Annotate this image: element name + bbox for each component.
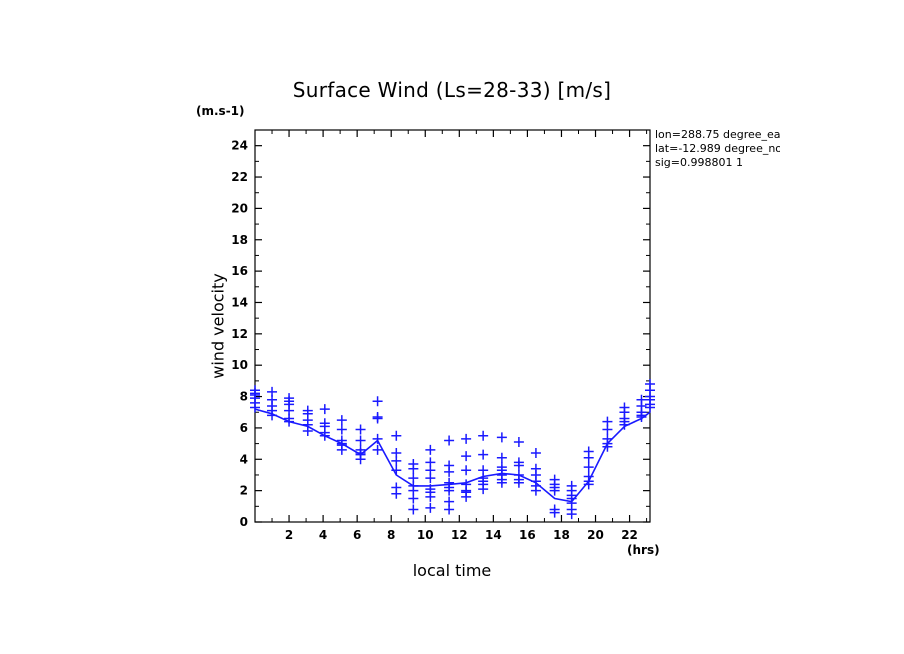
y-tick-label: 14 bbox=[231, 295, 248, 309]
data-point bbox=[566, 509, 577, 520]
y-tick-label: 0 bbox=[240, 515, 248, 529]
data-point bbox=[549, 507, 560, 518]
data-point bbox=[408, 493, 419, 504]
data-point bbox=[336, 424, 347, 435]
data-point bbox=[425, 491, 436, 502]
data-point bbox=[530, 485, 541, 496]
mean-wind-line bbox=[254, 408, 651, 503]
data-point bbox=[549, 485, 560, 496]
data-point bbox=[372, 444, 383, 455]
info-lon: lon=288.75 degree_east bbox=[655, 128, 780, 141]
data-point bbox=[444, 504, 455, 515]
data-point bbox=[583, 462, 594, 473]
data-point bbox=[496, 452, 507, 463]
data-point bbox=[391, 455, 402, 466]
data-point bbox=[302, 426, 313, 437]
data-point bbox=[645, 402, 655, 413]
data-point bbox=[408, 504, 419, 515]
data-point bbox=[355, 454, 366, 465]
data-point bbox=[461, 465, 472, 476]
x-tick-label: 14 bbox=[485, 528, 502, 542]
data-point bbox=[250, 402, 260, 413]
data-point bbox=[372, 396, 383, 407]
x-tick-label: 16 bbox=[519, 528, 536, 542]
data-point bbox=[496, 477, 507, 488]
data-point bbox=[583, 452, 594, 463]
data-point bbox=[284, 416, 295, 427]
x-tick-label: 20 bbox=[587, 528, 604, 542]
data-point bbox=[461, 433, 472, 444]
x-tick-label: 10 bbox=[417, 528, 434, 542]
plot-frame bbox=[254, 129, 651, 523]
x-tick-label: 4 bbox=[319, 528, 327, 542]
y-tick-label: 12 bbox=[231, 327, 248, 341]
data-point bbox=[408, 463, 419, 474]
data-point bbox=[478, 430, 489, 441]
x-tick-label: 2 bbox=[285, 528, 293, 542]
info-box: lon=288.75 degree_east lat=-12.989 degre… bbox=[655, 128, 780, 170]
data-point bbox=[636, 411, 647, 422]
data-point bbox=[602, 424, 613, 435]
data-point bbox=[602, 441, 613, 452]
x-axis-label: local time bbox=[412, 561, 492, 580]
data-point bbox=[619, 419, 630, 430]
data-point bbox=[391, 488, 402, 499]
y-tick-label: 16 bbox=[231, 264, 248, 278]
y-tick-label: 24 bbox=[231, 139, 248, 153]
data-point bbox=[425, 444, 436, 455]
y-tick-label: 22 bbox=[231, 170, 248, 184]
data-point bbox=[267, 410, 278, 421]
data-point bbox=[530, 448, 541, 459]
data-point bbox=[391, 465, 402, 476]
data-point bbox=[461, 451, 472, 462]
data-point bbox=[336, 415, 347, 426]
data-point bbox=[461, 491, 472, 502]
chart-title: Surface Wind (Ls=28-33) [m/s] bbox=[292, 78, 612, 102]
data-point bbox=[478, 449, 489, 460]
x-tick-label: 12 bbox=[451, 528, 468, 542]
data-point bbox=[425, 473, 436, 484]
data-point bbox=[513, 437, 524, 448]
data-point bbox=[478, 484, 489, 495]
data-point bbox=[444, 466, 455, 477]
y-tick-label: 20 bbox=[231, 201, 248, 215]
data-point bbox=[372, 413, 383, 424]
x-axis-unit: (hrs) bbox=[627, 543, 660, 557]
y-tick-label: 2 bbox=[240, 484, 248, 498]
data-point bbox=[372, 433, 383, 444]
y-tick-label: 10 bbox=[231, 358, 248, 372]
info-sig: sig=0.998801 1 bbox=[655, 156, 743, 169]
x-tick-label: 8 bbox=[387, 528, 395, 542]
y-tick-label: 18 bbox=[231, 233, 248, 247]
data-point bbox=[355, 435, 366, 446]
data-point bbox=[355, 424, 366, 435]
data-point bbox=[391, 430, 402, 441]
x-tick-label: 22 bbox=[621, 528, 638, 542]
data-point bbox=[513, 477, 524, 488]
data-point bbox=[425, 502, 436, 513]
y-axis-unit: (m.s-1) bbox=[196, 104, 245, 118]
y-tick-label: 4 bbox=[240, 452, 248, 466]
data-point bbox=[583, 479, 594, 490]
data-point bbox=[319, 404, 330, 415]
y-tick-label: 8 bbox=[240, 390, 248, 404]
data-point bbox=[496, 432, 507, 443]
data-point bbox=[336, 444, 347, 455]
x-tick-label: 6 bbox=[353, 528, 361, 542]
data-point bbox=[513, 460, 524, 471]
y-tick-label: 6 bbox=[240, 421, 248, 435]
data-point bbox=[444, 485, 455, 496]
data-point bbox=[319, 430, 330, 441]
info-lat: lat=-12.989 degree_north bbox=[655, 142, 780, 155]
x-tick-label: 18 bbox=[553, 528, 570, 542]
data-point bbox=[444, 435, 455, 446]
